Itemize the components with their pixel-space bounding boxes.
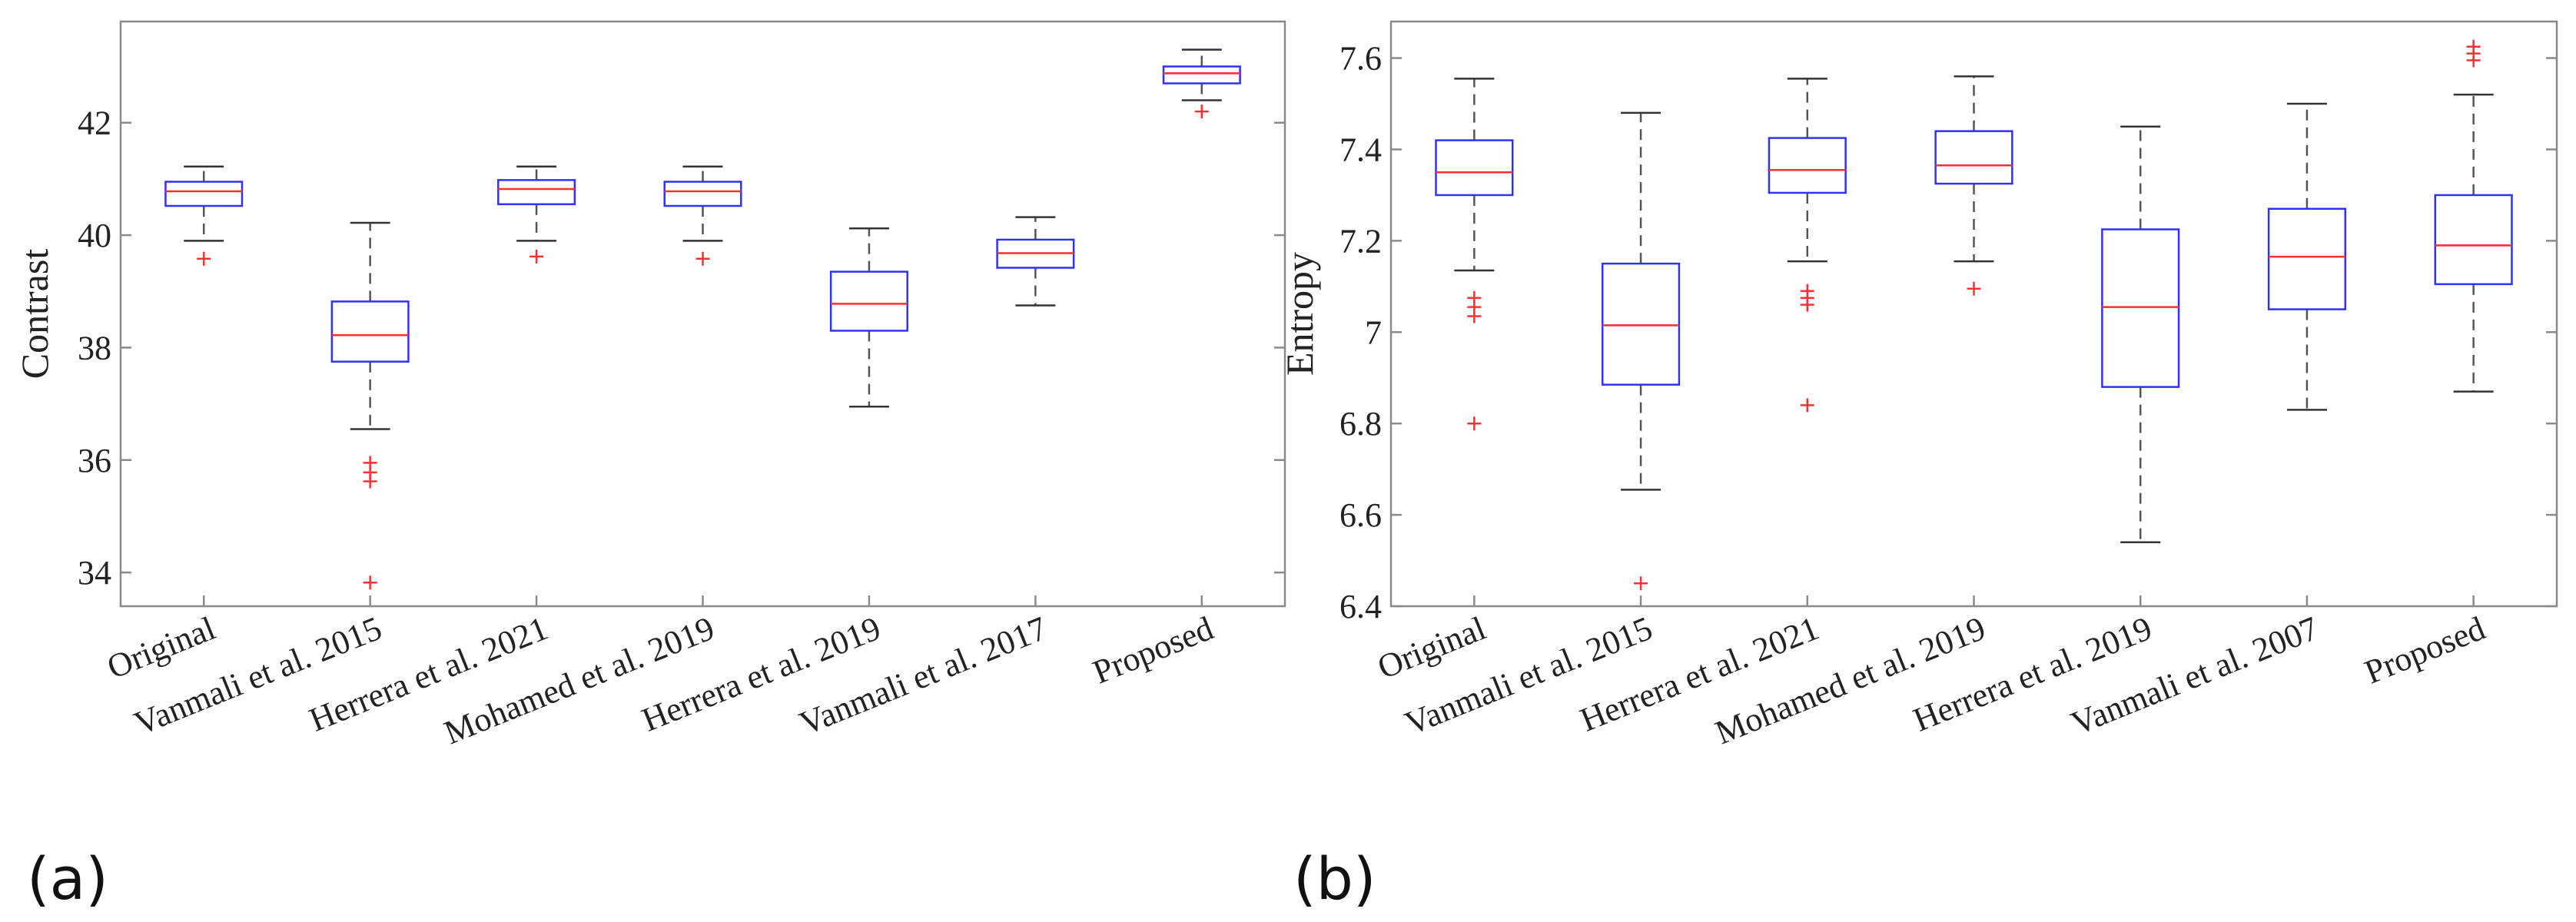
contrast-x-tick-label: Original (102, 609, 221, 686)
entropy-x-tick-label: Original (1373, 609, 1491, 686)
outlier-marker (1800, 297, 1814, 312)
entropy-x-tick-label: Mohamed et al. 2019 (1710, 609, 1990, 752)
iqr-box (829, 270, 908, 332)
contrast-x-tick-label: Mohamed et al. 2019 (439, 609, 719, 752)
iqr-box (330, 300, 410, 363)
entropy-y-tick-label: 7.2 (1339, 222, 1382, 260)
outlier-marker (1467, 309, 1482, 323)
entropy-y-tick-label: 6.4 (1339, 588, 1382, 625)
entropy-panel-label: (b) (1293, 844, 1376, 913)
iqr-box (1162, 65, 1241, 85)
contrast-panel-label: (a) (27, 844, 108, 913)
entropy-box-3 (1768, 78, 1847, 413)
contrast-x-tick-label: Proposed (1087, 609, 1218, 692)
contrast-box-1 (164, 165, 244, 266)
contrast-plot-frame (119, 20, 1286, 608)
outlier-marker (363, 474, 377, 489)
iqr-box (1601, 262, 1681, 386)
contrast-y-axis-label: Contrast (13, 249, 56, 380)
entropy-box-4 (1934, 75, 2013, 296)
contrast-y-tick-label: 34 (78, 554, 111, 592)
iqr-box (1435, 139, 1514, 197)
iqr-box (497, 179, 576, 206)
entropy-box-1 (1435, 78, 1514, 431)
entropy-y-tick-label: 6.6 (1339, 496, 1382, 534)
iqr-box (1768, 137, 1847, 194)
entropy-box-5 (2101, 125, 2180, 544)
outlier-marker (1967, 281, 1981, 296)
iqr-box (663, 181, 742, 207)
contrast-box-3 (497, 165, 576, 264)
outlier-marker (695, 251, 710, 266)
entropy-panel: 6.46.66.877.27.47.6EntropyOriginalVanmal… (1278, 20, 2558, 913)
entropy-y-axis-label: Entropy (1278, 252, 1321, 376)
contrast-y-tick-label: 42 (78, 104, 111, 142)
contrast-box-5 (829, 227, 908, 408)
entropy-box-2 (1601, 111, 1681, 591)
outlier-marker (363, 575, 377, 590)
outlier-marker (1194, 104, 1209, 119)
entropy-y-tick-label: 7.6 (1339, 40, 1382, 78)
entropy-y-tick-label: 7 (1365, 313, 1382, 351)
outlier-marker (197, 251, 211, 266)
contrast-box-7 (1162, 48, 1241, 119)
contrast-y-tick-label: 36 (78, 442, 111, 479)
outlier-marker (1634, 576, 1648, 591)
iqr-box (2434, 194, 2513, 286)
outlier-marker (1800, 398, 1814, 413)
iqr-box (2101, 228, 2180, 388)
entropy-y-tick-label: 7.4 (1339, 131, 1382, 168)
contrast-box-4 (663, 165, 742, 266)
outlier-marker (529, 249, 544, 264)
outlier-marker (2466, 53, 2481, 68)
contrast-y-tick-label: 38 (78, 329, 111, 366)
entropy-x-tick-label: Proposed (2359, 609, 2490, 692)
entropy-box-7 (2434, 39, 2513, 393)
outlier-marker (1467, 416, 1482, 431)
contrast-box-6 (996, 216, 1075, 307)
iqr-box (2267, 207, 2347, 310)
entropy-y-tick-label: 6.8 (1339, 405, 1382, 443)
entropy-box-6 (2267, 102, 2347, 411)
contrast-y-tick-label: 40 (78, 217, 111, 254)
iqr-box (164, 181, 244, 207)
iqr-box (1934, 130, 2013, 185)
contrast-box-2 (330, 221, 410, 590)
